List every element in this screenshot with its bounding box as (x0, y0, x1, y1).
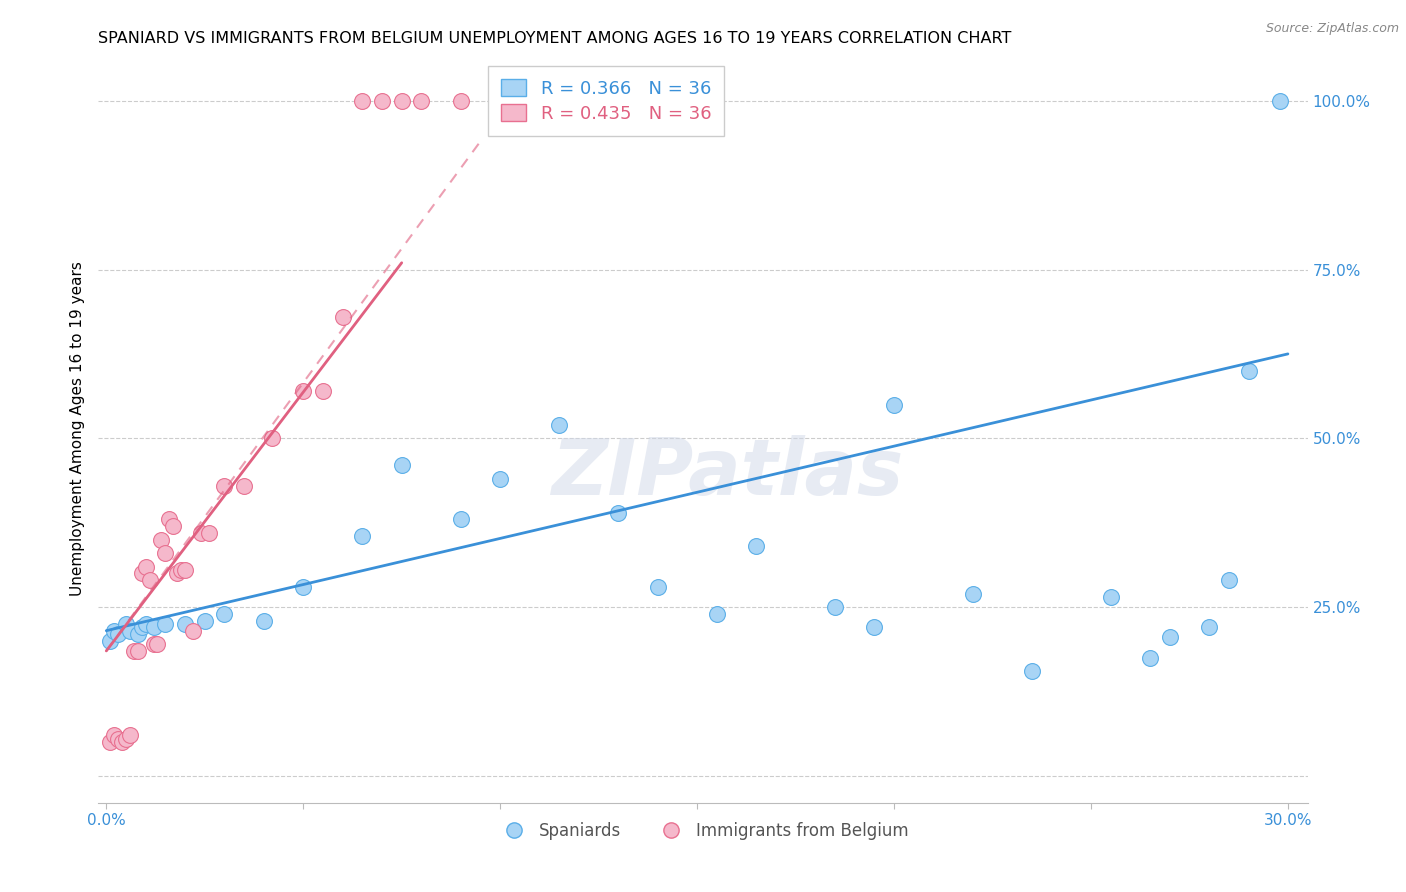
Point (233, 478, 256, 492)
Point (260, 431, 283, 445)
Point (170, 563, 193, 577)
Point (190, 525, 212, 540)
Point (548, 417, 571, 432)
Y-axis label: Unemployment Among Ages 16 to 19 years: Unemployment Among Ages 16 to 19 years (69, 260, 84, 596)
Point (162, 519, 184, 533)
Point (135, 559, 157, 574)
Point (142, 620, 165, 634)
Legend: Spaniards, Immigrants from Belgium: Spaniards, Immigrants from Belgium (491, 815, 915, 847)
Point (1099, 590, 1122, 604)
Point (155, 616, 177, 631)
Point (962, 586, 984, 600)
Point (214, 478, 236, 492)
Point (647, 580, 669, 594)
Point (197, 525, 219, 540)
Point (142, 637, 165, 651)
Point (111, 735, 134, 749)
Point (529, 94, 551, 108)
Point (166, 566, 188, 581)
Point (607, 506, 630, 520)
Point (115, 616, 138, 631)
Point (883, 398, 905, 412)
Point (489, 472, 512, 486)
Point (107, 627, 129, 641)
Point (411, 94, 433, 108)
Point (1218, 573, 1240, 587)
Point (138, 573, 160, 587)
Point (391, 458, 413, 473)
Point (312, 384, 335, 398)
Point (371, 94, 394, 108)
Point (127, 644, 149, 658)
Point (118, 728, 141, 742)
Point (131, 566, 153, 581)
Point (1139, 650, 1161, 665)
Point (352, 94, 374, 108)
Point (450, 94, 472, 108)
Point (391, 94, 413, 108)
Point (115, 731, 138, 746)
Point (824, 600, 846, 615)
Point (706, 607, 728, 621)
Point (489, 94, 512, 108)
Point (1268, 94, 1291, 108)
Point (146, 637, 169, 651)
Point (863, 620, 886, 634)
Point (118, 624, 141, 638)
Point (1159, 631, 1181, 645)
Point (150, 533, 173, 547)
Text: SPANIARD VS IMMIGRANTS FROM BELGIUM UNEMPLOYMENT AMONG AGES 16 TO 19 YEARS CORRE: SPANIARD VS IMMIGRANTS FROM BELGIUM UNEM… (98, 31, 1012, 46)
Point (174, 616, 197, 631)
Point (103, 728, 125, 742)
Point (157, 512, 180, 526)
Point (131, 620, 153, 634)
Point (194, 614, 217, 628)
Point (450, 512, 472, 526)
Point (98, 735, 121, 749)
Text: Source: ZipAtlas.com: Source: ZipAtlas.com (1265, 22, 1399, 36)
Point (181, 624, 204, 638)
Point (1198, 620, 1220, 634)
Point (253, 614, 276, 628)
Point (127, 627, 149, 641)
Point (98, 633, 121, 648)
Point (352, 529, 374, 543)
Point (1237, 364, 1260, 378)
Point (107, 731, 129, 746)
Point (122, 644, 145, 658)
Point (174, 563, 197, 577)
Point (745, 539, 768, 553)
Point (1021, 664, 1043, 678)
Point (103, 624, 125, 638)
Point (135, 616, 157, 631)
Text: ZIPatlas: ZIPatlas (551, 435, 903, 511)
Point (155, 546, 177, 560)
Point (332, 310, 354, 324)
Point (214, 607, 236, 621)
Point (292, 384, 315, 398)
Point (292, 580, 315, 594)
